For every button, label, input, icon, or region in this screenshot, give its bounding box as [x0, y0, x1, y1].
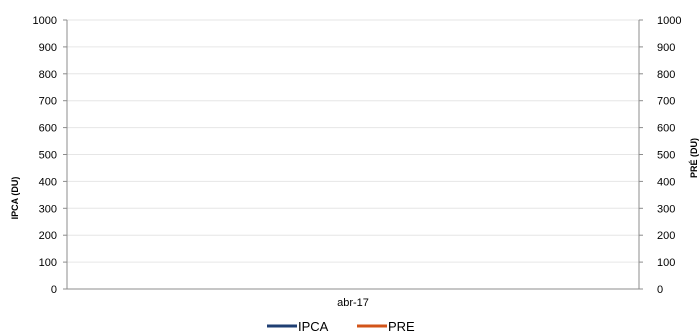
legend: IPCA PRE [267, 319, 415, 334]
left-tick-label: 500 [39, 150, 57, 162]
right-tick-label: 0 [657, 284, 663, 296]
left-tick-label: 300 [39, 203, 57, 215]
left-tick-label: 600 [39, 123, 57, 135]
right-tick-label: 700 [657, 96, 675, 108]
right-axis-ticks: 0 100 200 300 400 500 600 700 800 900 1000 [657, 15, 681, 296]
left-tick-label: 800 [39, 69, 57, 81]
right-tick-label: 900 [657, 42, 675, 54]
right-tick-label: 1000 [657, 15, 681, 27]
x-axis-ticks: abr-17 [337, 297, 369, 309]
right-tick-label: 200 [657, 230, 675, 242]
right-tick-label: 400 [657, 176, 675, 188]
right-tick-label: 500 [657, 150, 675, 162]
left-axis-ticks: 0 100 200 300 400 500 600 700 800 900 1000 [33, 15, 57, 296]
right-tick-label: 100 [657, 257, 675, 269]
legend-label-pre: PRE [388, 319, 415, 334]
x-tick-label: abr-17 [337, 297, 369, 309]
legend-label-ipca: IPCA [298, 319, 329, 334]
left-axis-title: IPCA (DU) [10, 177, 20, 220]
gridlines [67, 20, 639, 262]
right-tick-label: 300 [657, 203, 675, 215]
left-tick-label: 900 [39, 42, 57, 54]
left-tick-label: 100 [39, 257, 57, 269]
left-tick-label: 400 [39, 176, 57, 188]
left-tick-label: 1000 [33, 15, 57, 27]
left-tick-label: 700 [39, 96, 57, 108]
left-tick-label: 200 [39, 230, 57, 242]
right-axis-title: PRÉ (DU) [689, 138, 699, 178]
right-tick-label: 800 [657, 69, 675, 81]
left-tick-label: 0 [51, 284, 57, 296]
right-tick-label: 600 [657, 123, 675, 135]
